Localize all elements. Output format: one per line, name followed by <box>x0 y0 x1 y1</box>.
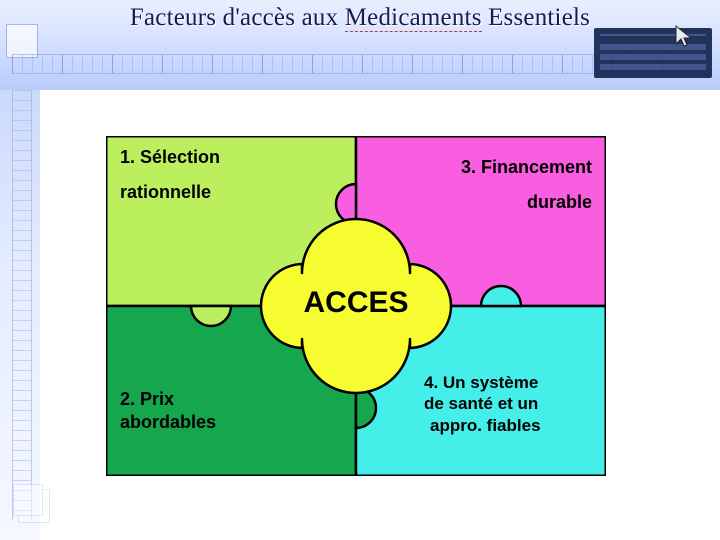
editor-thumb-2 <box>13 484 43 516</box>
center-text: ACCES <box>303 286 408 319</box>
q-br-line3: appro. fiables <box>424 415 541 436</box>
q-tr-line1: 3. Financement <box>461 156 592 179</box>
quadrant-bl-label: 2. Prix abordables <box>120 388 216 433</box>
q-tl-line2: rationnelle <box>120 181 220 204</box>
q-br-line1: 4. Un système <box>424 372 541 393</box>
quadrant-tl-label: 1. Sélection rationnelle <box>120 146 220 203</box>
title-suffix: Essentiels <box>482 4 590 31</box>
quadrant-br-label: 4. Un système de santé et un appro. fiab… <box>424 372 541 436</box>
q-tl-line1: 1. Sélection <box>120 146 220 169</box>
puzzle-diagram: 1. Sélection rationnelle 3. Financement … <box>106 136 606 476</box>
q-bl-line1: 2. Prix <box>120 388 216 411</box>
editor-pane-hint <box>594 28 712 78</box>
slide: Facteurs d'accès aux Medicaments Essenti… <box>0 0 720 540</box>
vertical-ruler <box>12 90 32 520</box>
center-label: ACCES <box>266 286 446 320</box>
q-br-line2: de santé et un <box>424 393 541 414</box>
quadrant-tr-label: 3. Financement durable <box>461 156 592 213</box>
q-bl-line2: abordables <box>120 411 216 434</box>
title-highlight: Medicaments <box>345 4 482 32</box>
title-prefix: Facteurs d'accès aux <box>130 4 345 31</box>
q-tr-line2: durable <box>461 191 592 214</box>
page-title: Facteurs d'accès aux Medicaments Essenti… <box>0 4 720 32</box>
